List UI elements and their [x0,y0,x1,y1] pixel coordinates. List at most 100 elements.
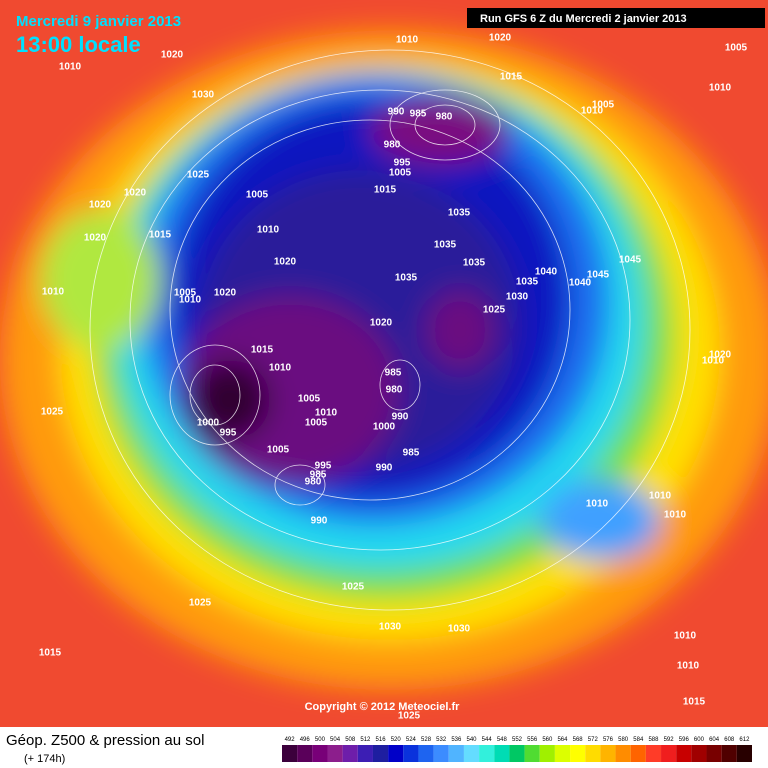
isobar-label: 1035 [395,273,418,284]
isobar-label: 1015 [39,648,62,659]
colorbar-label: 504 [330,737,341,743]
isobar-label: 1020 [489,33,512,44]
isobar-label: 985 [385,368,402,379]
colorbar-label: 576 [603,737,614,743]
isobar-label: 1005 [305,418,328,429]
isobar-label: 985 [410,109,427,120]
colorbar-swatch [388,745,404,762]
colorbar-label: 588 [648,737,659,743]
colorbar-swatch [433,745,449,762]
colorbar-swatch [448,745,464,762]
isobar-label: 1035 [463,258,486,269]
isobar-label: 1010 [677,661,700,672]
field [0,0,768,727]
isobar-label: 985 [403,448,420,459]
isobar-label: 990 [388,107,405,118]
isobar-label: 1015 [149,230,172,241]
isobar-label: 1025 [342,582,365,593]
isobars [89,49,691,611]
colorbar-swatch [570,745,586,762]
isobar-label: 1020 [124,188,147,199]
colorbar-label: 544 [482,737,493,743]
colorbar-label: 508 [345,737,356,743]
isobar-label: 980 [436,112,453,123]
colorbar-label: 580 [618,737,629,743]
colorbar-label: 592 [664,737,675,743]
isobar-label: 1015 [374,185,397,196]
colorbar-swatch [524,745,540,762]
colorbar-swatch [615,745,631,762]
colorbar-swatch [661,745,677,762]
isobar-label: 1010 [269,363,292,374]
isobar-label: 1010 [702,356,725,367]
isobar-label: 1010 [42,287,65,298]
colorbar-label: 604 [709,737,720,743]
isobar-label: 995 [315,461,332,472]
colorbar-label: 584 [633,737,644,743]
isobar-label: 1020 [89,200,112,211]
isobar-label: 1010 [315,408,338,419]
colorbar-label: 552 [512,737,523,743]
isobar-label: 1040 [535,267,558,278]
colorbar-label: 612 [739,737,750,743]
colorbar-swatch [509,745,525,762]
isobar-label: 1020 [161,50,184,61]
isobar-label: 1015 [251,345,274,356]
isobar-label: 1005 [725,43,748,54]
isobar-label: 1025 [398,711,421,722]
isobar-label: 1010 [257,225,280,236]
isobar-label: 1035 [434,240,457,251]
isobar-label: 1010 [586,499,609,510]
height-field [0,30,768,690]
date: Mercredi 9 janvier 2013 [16,13,181,30]
colorbar-swatch [342,745,358,762]
isobar-label: 1030 [192,90,215,101]
colorbar-swatch [479,745,495,762]
colorbar-label: 492 [285,737,296,743]
colorbar-swatch [736,745,752,762]
isobar-label: 990 [311,516,328,527]
isobar-label: 1005 [298,394,321,405]
colorbar-swatch [554,745,571,762]
colorbar-swatch [357,745,373,762]
isobar-label: 1020 [709,350,732,361]
isobar-label: 1015 [500,72,523,83]
colorbar-label: 564 [557,737,568,743]
colorbar-swatch [403,745,419,762]
isobar-label: 1030 [448,624,471,635]
isobar-label: 980 [384,140,401,151]
isobar-label: 1020 [84,233,107,244]
isobar-label: 1045 [587,270,610,281]
colorbar-label: 528 [421,737,432,743]
colorbar-label: 496 [300,737,311,743]
colorbar-swatch [645,745,662,762]
isobar-label: 1005 [246,190,269,201]
isobar-label: 1010 [396,35,419,46]
isobar-label: 1025 [483,305,506,316]
isobar-label: 985 [310,470,327,481]
colorbar-label: 536 [451,737,462,743]
isobar-label: 1010 [59,62,82,73]
isobar-label: 1010 [581,106,604,117]
isobar-label: 1010 [649,491,672,502]
colorbar-label: 548 [497,737,508,743]
footer-title: Géop. Z500 & pression au sol [6,732,204,749]
colorbar-swatch [327,745,343,762]
isobar-label: 1010 [674,631,697,642]
isobar-label: 1020 [214,288,237,299]
isobar-label: 1010 [664,510,687,521]
isobar-label: 1030 [506,292,529,303]
isobar-label: 1015 [683,697,706,708]
colorbar-swatch [282,745,298,762]
colorbar-swatch [463,745,480,762]
isobar-label: 1005 [389,168,412,179]
colorbar-label: 520 [391,737,402,743]
colorbar-label: 500 [315,737,326,743]
colorbar-label: 572 [588,737,599,743]
colorbar-label: 512 [360,737,371,743]
colorbar-label: 532 [436,737,447,743]
colorbar-swatch [297,745,313,762]
isobar-label: 1010 [709,83,732,94]
